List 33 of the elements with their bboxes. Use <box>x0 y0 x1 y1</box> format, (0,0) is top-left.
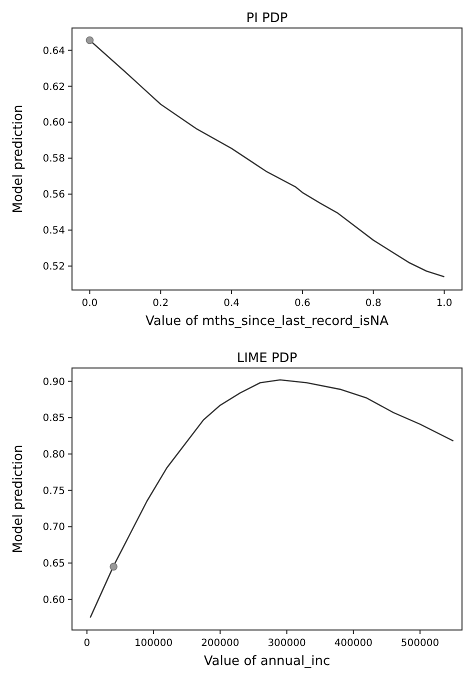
y-tick-label: 0.75 <box>42 486 65 497</box>
x-tick-label: 0.6 <box>294 298 310 309</box>
x-tick-label: 0.0 <box>82 298 98 309</box>
x-tick-label: 0.2 <box>152 298 169 309</box>
y-tick-label: 0.54 <box>42 226 65 237</box>
y-tick-label: 0.85 <box>42 413 65 424</box>
y-tick-label: 0.62 <box>42 82 65 93</box>
x-tick-label: 200000 <box>201 638 240 649</box>
y-tick-label: 0.70 <box>42 522 65 534</box>
chart-title: LIME PDP <box>236 351 298 366</box>
y-tick-label: 0.56 <box>42 190 65 201</box>
y-tick-label: 0.52 <box>42 262 65 273</box>
y-tick-label: 0.90 <box>42 376 65 388</box>
x-tick-label: 100000 <box>134 638 173 649</box>
chart-title: PI PDP <box>246 11 288 26</box>
x-tick-label: 300000 <box>268 638 306 649</box>
line-series <box>90 379 454 618</box>
x-axis-title: Value of mths_since_last_record_isNA <box>145 314 389 329</box>
x-tick-label: 0.4 <box>224 298 240 309</box>
x-tick-label: 400000 <box>334 638 372 649</box>
x-tick-label: 0.8 <box>365 298 382 309</box>
y-tick-label: 0.80 <box>42 450 65 460</box>
x-tick-label: 500000 <box>400 638 440 649</box>
y-tick-label: 0.60 <box>42 594 65 606</box>
y-axis-title: Model prediction <box>11 104 26 214</box>
y-tick-label: 0.58 <box>42 154 65 165</box>
y-tick-label: 0.64 <box>42 46 65 57</box>
y-axis-title: Model prediction <box>11 444 26 554</box>
y-tick-label: 0.60 <box>42 118 65 129</box>
x-tick-label: 0 <box>84 638 90 649</box>
y-tick-label: 0.65 <box>42 558 65 570</box>
x-tick-label: 1.0 <box>436 298 452 309</box>
x-axis-title: Value of annual_inc <box>204 654 330 669</box>
